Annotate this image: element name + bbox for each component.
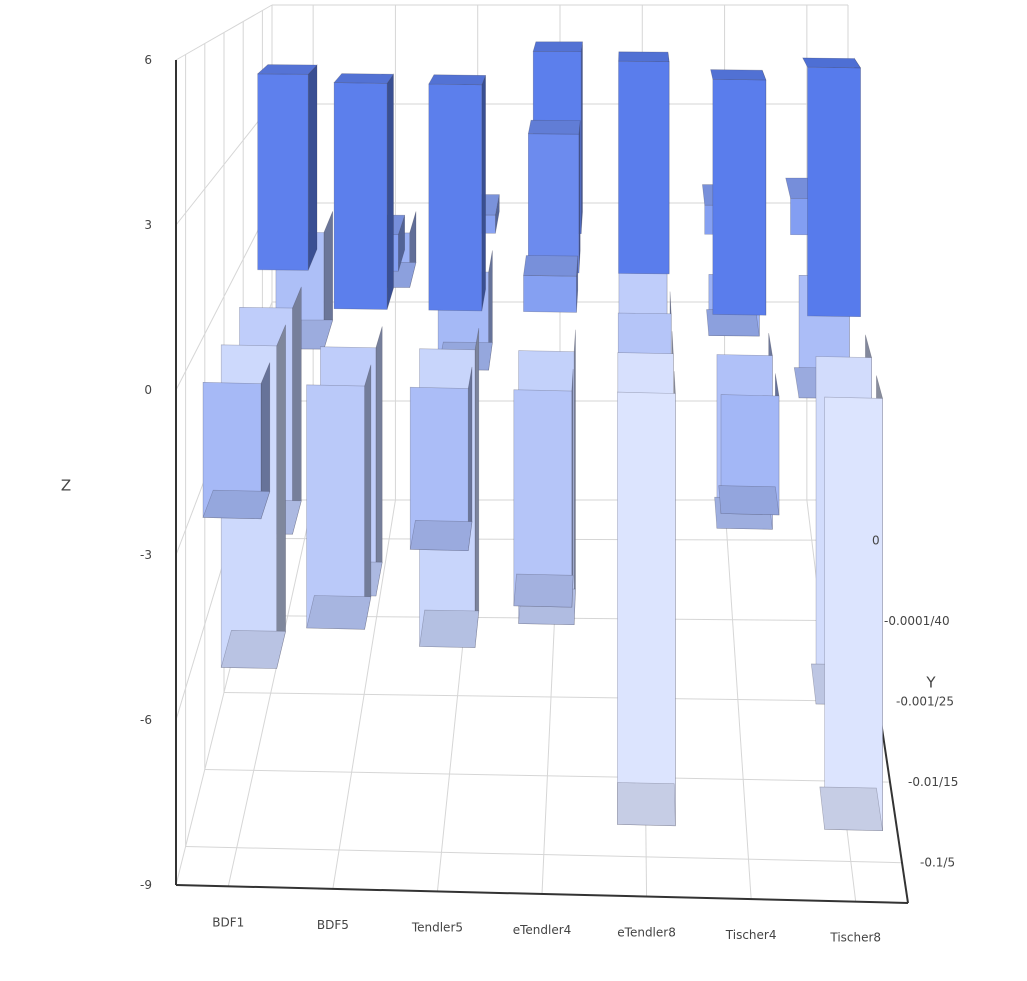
bar-front-face [333,82,388,310]
bar-top-face [617,782,676,827]
bar-front-face [257,73,309,271]
bar-Tendler5--0.001/25 [428,74,487,312]
bar-BDF5--0.1/5 [306,364,372,630]
bar-Tischer4--0.001/25 [710,69,767,316]
z-tick-label: 0 [144,383,152,397]
bar-top-face [428,74,487,86]
bar-front-face [523,275,577,313]
bar-front-face [527,133,580,274]
floor-gridline-y [223,692,879,702]
bar-top-face [220,630,286,669]
z-tick-label: -3 [140,548,152,562]
bar-side-face [292,286,302,535]
y-tick-label: -0.01/15 [908,775,958,789]
bar-top-face [527,119,581,135]
bar-side-face [386,73,394,310]
bar-side-face [364,364,372,630]
bar-Tischer8--0.1/5 [819,375,883,832]
z-axis-title: Z [61,477,71,495]
z-tick-label: 6 [144,53,152,67]
bar-top-face [513,573,574,608]
bar-BDF5--0.001/25 [333,73,395,310]
y-tick-label: -0.001/25 [896,695,954,709]
floor-gridline-y [204,769,891,783]
z-tick-label: 3 [144,218,152,232]
bar-eTendler4--0.0001/40 [527,119,581,274]
bar-eTendler4--0.001/25 [523,255,579,313]
bar-side-face [474,327,480,648]
x-axis-line [175,884,909,904]
bar-eTendler8--0.1/5 [617,371,676,827]
floor-gridline-y [185,846,903,864]
bar-Tischer4--0.1/5 [718,373,780,516]
x-tick-label: Tischer4 [725,928,777,942]
bar-front-face [618,60,670,275]
bar-top-face [618,51,670,62]
x-tick-label: Tendler5 [411,920,463,934]
bar-top-face [256,64,318,75]
x-tick-label: eTendler4 [513,923,572,937]
bar-Tendler5--0.1/5 [409,366,473,552]
bar-top-face [523,255,579,277]
bar-top-face [718,485,780,516]
x-tick-label: Tischer8 [829,931,881,945]
bar-BDF1--0.0001/40 [256,64,318,271]
z-tick-label: -9 [140,878,152,892]
x-tick-label: BDF5 [317,918,349,932]
bar-front-face [712,78,767,316]
bar-front-face [306,384,365,630]
bar-top-face [419,609,480,648]
bar-top-face [819,786,883,832]
bar-front-face [617,391,676,827]
bar-top-face [202,489,271,520]
bar-top-face [710,69,767,81]
bar-eTendler4--0.1/5 [513,368,574,608]
bar-side-face [276,324,286,669]
bar-top-face [333,73,395,84]
y-tick-label: 0 [872,533,880,547]
bar-side-face [307,64,318,271]
y-tick-label: -0.1/5 [920,856,955,870]
bar-Tischer8--0.001/25 [802,57,862,318]
bars [202,41,883,832]
bar-front-face [807,66,861,318]
bar-BDF1--0.1/5 [202,362,271,520]
bar-top-face [409,520,473,552]
bar-top-face [802,57,862,69]
bar-front-face [824,396,883,832]
bar-eTendler8--0.0001/40 [618,51,670,275]
bar-top-face [532,41,583,52]
x-tick-label: BDF1 [212,915,244,929]
z-tick-label: -6 [140,713,152,727]
bar-front-face [428,83,483,312]
y-axis-title: Y [925,673,936,691]
bar-side-face [375,326,383,597]
y-tick-label: -0.0001/40 [884,614,950,628]
axis-labels: -9 -6 -3 0 3 6 BDF1 BDF5 Tendler5 eTendler4 eTendl… [61,53,959,945]
bar-side-face [481,75,486,311]
x-tick-label: eTendler8 [617,926,676,940]
bar-top-face [306,595,372,630]
bar-front-face [409,386,469,552]
